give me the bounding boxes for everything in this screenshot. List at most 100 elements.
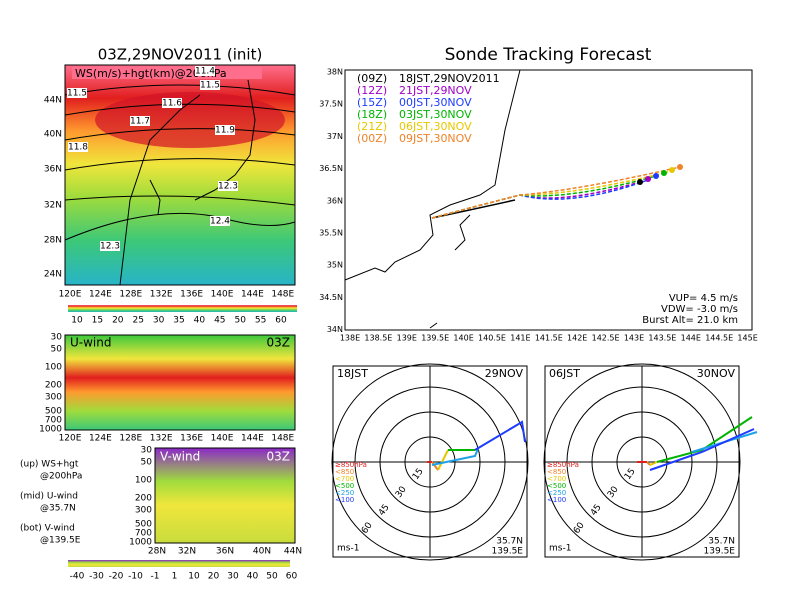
label: 30 <box>153 316 165 326</box>
label: 120E <box>59 290 82 300</box>
lon: 139.5E <box>704 547 736 557</box>
contour-bg <box>67 88 87 98</box>
label: 32N <box>44 201 62 211</box>
label: 300 <box>135 506 152 516</box>
label: 140E <box>211 290 234 300</box>
label: 55 <box>255 316 266 326</box>
label: @139.5E <box>40 536 81 546</box>
level: <500 <box>547 482 566 490</box>
label: 124E <box>89 290 112 300</box>
label: 45 <box>214 316 225 326</box>
label: 200 <box>45 381 62 391</box>
label: @35.7N <box>40 504 76 514</box>
label: 144E <box>241 434 264 444</box>
label: (21Z) <box>357 120 387 133</box>
label: 145E <box>737 334 757 343</box>
label: 36.5N <box>319 164 343 173</box>
label: 144E <box>241 290 264 300</box>
label: 28N <box>44 236 62 246</box>
level: <250 <box>547 489 566 497</box>
unit: ms-1 <box>549 544 571 554</box>
label: 00JST,30NOV <box>399 96 472 109</box>
coastline <box>344 69 521 329</box>
label: 132E <box>150 290 173 300</box>
label: 37N <box>327 132 343 141</box>
label: 10 <box>71 316 83 326</box>
label: 128E <box>119 290 142 300</box>
track-end <box>661 170 667 176</box>
lat: 35.7N <box>708 537 735 547</box>
label: 1 <box>172 572 178 582</box>
label: -10 <box>128 572 143 582</box>
label: 100 <box>45 363 62 373</box>
label: 36N <box>44 165 62 175</box>
label: 21JST,29NOV <box>399 84 472 97</box>
ring <box>543 363 741 561</box>
contour-bg <box>210 216 230 226</box>
label: 03Z <box>267 450 291 464</box>
level: <100 <box>335 496 354 504</box>
label: 40 <box>247 572 259 582</box>
label: (up) WS+hgt <box>20 460 79 470</box>
label: (mid) U-wind <box>20 492 78 502</box>
colorbar-2 <box>68 560 290 567</box>
label: 136E <box>180 290 203 300</box>
ring <box>331 363 529 561</box>
coastline <box>119 79 256 286</box>
label: 20 <box>112 316 124 326</box>
label: 11.9 <box>215 126 235 136</box>
label: 139.5E <box>421 334 449 343</box>
label: -20 <box>109 572 124 582</box>
label: 700 <box>45 416 62 426</box>
unit: ms-1 <box>337 544 359 554</box>
date: 29NOV <box>485 367 524 380</box>
label: 136E <box>180 434 203 444</box>
label: WS(m/s)+hgt(km)@200hPa <box>75 67 227 80</box>
level: <700 <box>335 475 354 483</box>
label: 128E <box>119 434 142 444</box>
label: 34N <box>327 325 343 334</box>
label: 11.5 <box>67 89 87 99</box>
label: 03Z <box>267 336 291 350</box>
label: 11.6 <box>162 99 182 109</box>
label: 25 <box>132 316 143 326</box>
track-frame <box>344 69 753 331</box>
label: 40N <box>44 130 62 140</box>
label: 138E <box>340 334 360 343</box>
label: (bot) V-wind <box>20 524 75 534</box>
hodo-line <box>431 448 479 466</box>
label: (12Z) <box>357 84 387 97</box>
label: 124E <box>89 434 112 444</box>
label: 50 <box>141 458 153 468</box>
label: 44N <box>284 547 302 557</box>
label: 144.5E <box>705 334 733 343</box>
label: 148E <box>271 290 294 300</box>
label: -40 <box>70 572 85 582</box>
level: ≥850hPa <box>547 461 579 469</box>
label: 200 <box>135 494 152 504</box>
label: Sonde Tracking Forecast <box>445 45 652 65</box>
track-end <box>677 164 683 170</box>
u-wind-field <box>65 335 295 430</box>
lon: 139.5E <box>492 547 524 557</box>
label: @200hPa <box>40 472 82 482</box>
label: 1000 <box>129 538 152 548</box>
label: 36N <box>327 196 343 205</box>
label: 12.4 <box>210 217 230 227</box>
label: 140.5E <box>478 334 506 343</box>
hodo-line <box>437 449 449 471</box>
label: 18JST,29NOV2011 <box>399 72 500 85</box>
label: 143.5E <box>648 334 676 343</box>
level: <850 <box>547 468 566 476</box>
tracks <box>431 166 681 219</box>
level: <500 <box>335 482 354 490</box>
label: 100 <box>135 476 152 486</box>
label: 60 <box>286 572 298 582</box>
contour-bg <box>130 116 150 126</box>
label: 50 <box>266 572 278 582</box>
contour-bg <box>162 98 182 108</box>
map-frame <box>64 64 296 286</box>
label: 12.3 <box>218 182 238 192</box>
label: (15Z) <box>357 96 387 109</box>
